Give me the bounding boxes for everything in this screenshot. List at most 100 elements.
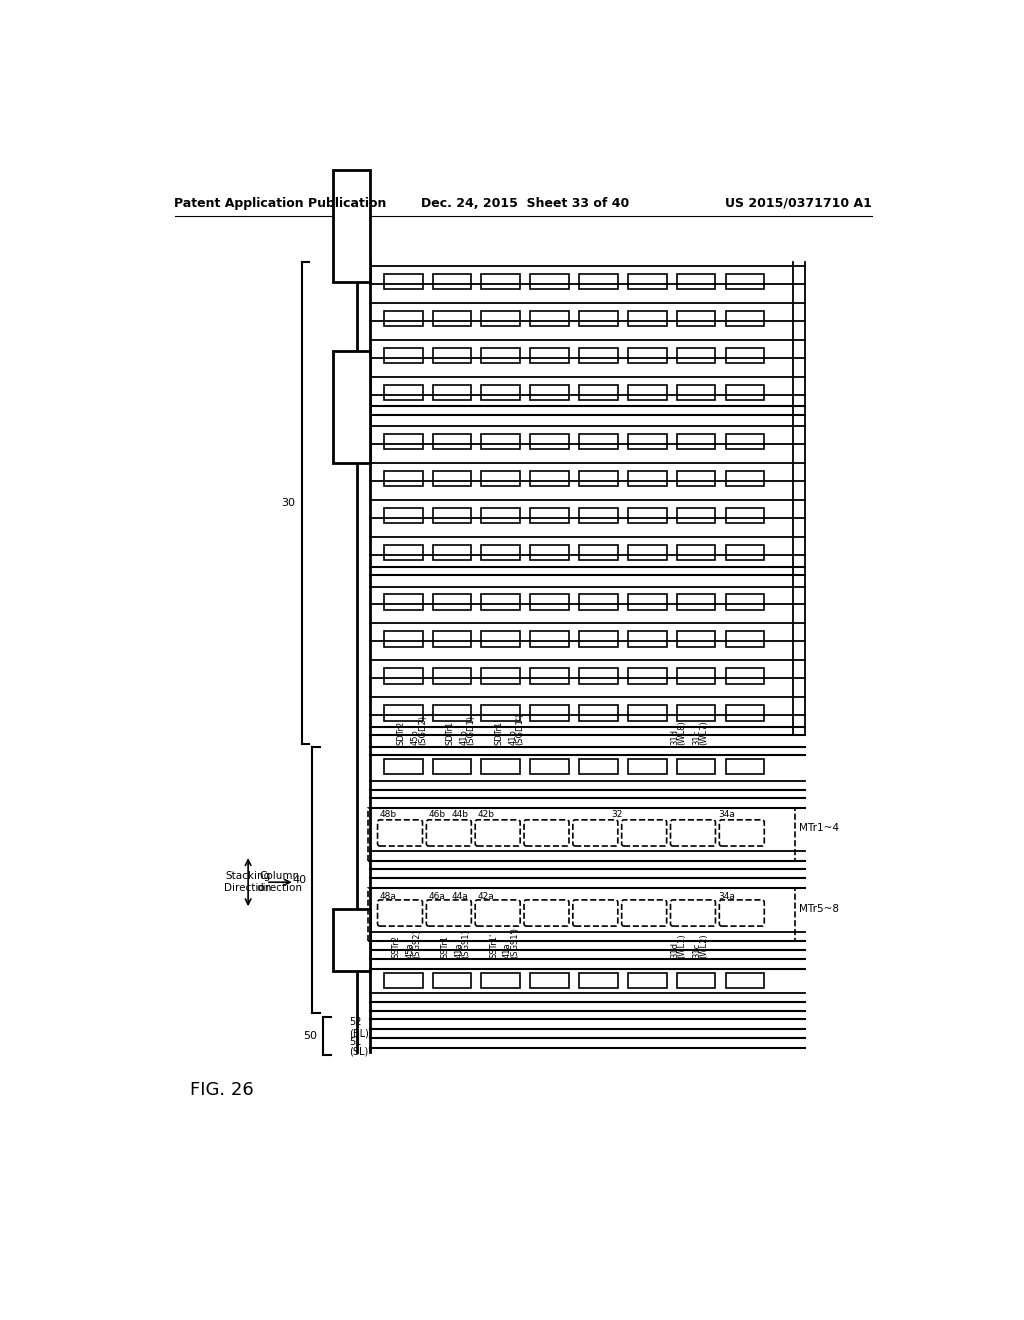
- Text: SSTr1': SSTr1': [489, 932, 498, 958]
- Bar: [481, 312, 520, 326]
- Bar: [369, 888, 795, 941]
- Bar: [481, 275, 520, 289]
- Bar: [432, 545, 471, 561]
- Bar: [530, 275, 569, 289]
- Bar: [530, 594, 569, 610]
- Bar: [334, 170, 370, 281]
- Bar: [726, 759, 764, 775]
- FancyBboxPatch shape: [475, 900, 520, 927]
- Text: (SGD2): (SGD2): [418, 715, 427, 744]
- FancyBboxPatch shape: [426, 900, 471, 927]
- FancyBboxPatch shape: [671, 900, 716, 927]
- Bar: [677, 508, 716, 524]
- Bar: [677, 973, 716, 989]
- Bar: [726, 668, 764, 684]
- Bar: [726, 471, 764, 487]
- Text: Column
direction: Column direction: [256, 871, 302, 894]
- Bar: [579, 705, 617, 721]
- Text: 44a: 44a: [452, 891, 469, 900]
- Bar: [384, 434, 423, 449]
- Bar: [432, 348, 471, 363]
- Bar: [579, 275, 617, 289]
- Text: (WL2): (WL2): [699, 933, 709, 958]
- Bar: [677, 631, 716, 647]
- Bar: [677, 759, 716, 775]
- Text: (SGD1'): (SGD1'): [515, 713, 524, 744]
- Bar: [579, 759, 617, 775]
- Bar: [677, 385, 716, 400]
- Bar: [530, 545, 569, 561]
- Bar: [628, 705, 667, 721]
- Bar: [677, 434, 716, 449]
- Bar: [677, 312, 716, 326]
- Text: MTr5~8: MTr5~8: [799, 904, 839, 915]
- Bar: [530, 631, 569, 647]
- Bar: [628, 385, 667, 400]
- Bar: [384, 508, 423, 524]
- Bar: [481, 545, 520, 561]
- Bar: [628, 348, 667, 363]
- Bar: [384, 973, 423, 989]
- Bar: [432, 385, 471, 400]
- Bar: [530, 471, 569, 487]
- Bar: [481, 668, 520, 684]
- Bar: [481, 348, 520, 363]
- Bar: [384, 594, 423, 610]
- Bar: [628, 508, 667, 524]
- Bar: [628, 545, 667, 561]
- Bar: [677, 668, 716, 684]
- Bar: [384, 545, 423, 561]
- Bar: [677, 471, 716, 487]
- Text: FIG. 26: FIG. 26: [190, 1081, 254, 1100]
- Text: 46b: 46b: [429, 810, 445, 818]
- Bar: [677, 275, 716, 289]
- Bar: [481, 973, 520, 989]
- Bar: [579, 594, 617, 610]
- Bar: [579, 508, 617, 524]
- Text: (SGS1'): (SGS1'): [510, 927, 519, 958]
- Text: 41b: 41b: [460, 729, 469, 744]
- Bar: [432, 275, 471, 289]
- Bar: [432, 705, 471, 721]
- Bar: [726, 631, 764, 647]
- Text: SDTr1': SDTr1': [495, 718, 504, 744]
- Text: 41b: 41b: [509, 729, 517, 744]
- Text: SSTr1: SSTr1: [440, 935, 450, 958]
- Bar: [432, 631, 471, 647]
- Bar: [726, 312, 764, 326]
- Bar: [628, 471, 667, 487]
- Bar: [432, 668, 471, 684]
- Bar: [628, 668, 667, 684]
- Text: 44b: 44b: [452, 810, 469, 818]
- Bar: [384, 348, 423, 363]
- Text: 41a: 41a: [503, 942, 512, 958]
- Text: 42b: 42b: [477, 810, 495, 818]
- Bar: [481, 471, 520, 487]
- Bar: [726, 275, 764, 289]
- Bar: [579, 631, 617, 647]
- FancyBboxPatch shape: [572, 900, 617, 927]
- Bar: [334, 351, 370, 462]
- Text: 32: 32: [611, 810, 623, 818]
- Text: 51: 51: [349, 1038, 361, 1047]
- FancyBboxPatch shape: [524, 820, 569, 846]
- Bar: [579, 385, 617, 400]
- Text: 40: 40: [292, 875, 306, 884]
- Bar: [530, 348, 569, 363]
- FancyBboxPatch shape: [475, 820, 520, 846]
- Bar: [628, 973, 667, 989]
- Text: (BL): (BL): [349, 1028, 369, 1038]
- Text: Stacking
Direction: Stacking Direction: [224, 871, 271, 894]
- Bar: [677, 705, 716, 721]
- FancyBboxPatch shape: [622, 820, 667, 846]
- Bar: [432, 759, 471, 775]
- Bar: [628, 594, 667, 610]
- Text: 45b: 45b: [411, 729, 420, 744]
- Text: 42a: 42a: [477, 891, 495, 900]
- Bar: [384, 275, 423, 289]
- Text: 48a: 48a: [380, 891, 396, 900]
- Text: 45a: 45a: [406, 942, 415, 958]
- Bar: [726, 973, 764, 989]
- FancyBboxPatch shape: [378, 900, 423, 927]
- Bar: [481, 385, 520, 400]
